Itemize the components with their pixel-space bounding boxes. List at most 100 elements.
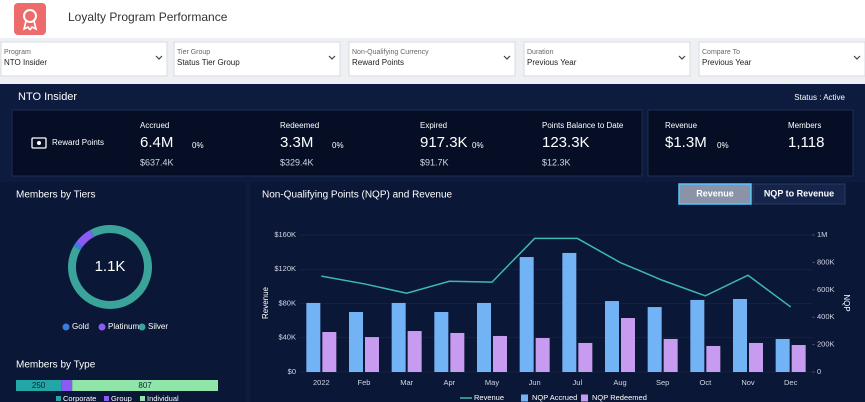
legend-swatch — [138, 323, 146, 331]
segment-label: 807 — [138, 381, 152, 390]
kpi-label: Revenue — [665, 121, 698, 130]
toggle-label: Revenue — [696, 188, 734, 198]
x-tick-label: Feb — [358, 378, 371, 387]
bar — [349, 311, 363, 372]
header-bg — [0, 0, 865, 38]
y2-tick-label: 400K — [817, 312, 835, 321]
program-status: Status : Active — [794, 93, 845, 102]
legend-swatch — [56, 396, 61, 401]
kpi-change: 0% — [192, 141, 204, 150]
combo-title: Non-Qualifying Points (NQP) and Revenue — [262, 190, 453, 201]
x-tick-label: Jul — [573, 378, 583, 387]
kpi-value: 1,118 — [788, 134, 824, 151]
toggle-button[interactable] — [752, 183, 846, 205]
filter-value: Status Tier Group — [177, 58, 240, 67]
legend-swatch — [140, 396, 145, 401]
filter-value: NTO Insider — [4, 58, 47, 67]
bar — [407, 331, 422, 372]
kpi-value: 123.3K — [542, 134, 590, 151]
bar — [690, 299, 705, 372]
x-tick-label: Jun — [529, 378, 541, 387]
filter-box[interactable] — [698, 41, 865, 77]
bar — [365, 337, 379, 372]
bar — [562, 252, 577, 372]
donut-segment — [76, 229, 95, 247]
chart-panel — [250, 182, 865, 402]
filter-chevron — [853, 55, 861, 60]
filter-box[interactable] — [348, 41, 516, 77]
legend-label: NQP Accrued — [532, 393, 577, 402]
x-tick-label: Mar — [400, 378, 413, 387]
bar — [733, 298, 747, 372]
kpi-label: Redeemed — [280, 121, 319, 130]
x-tick-label: Apr — [443, 378, 455, 387]
bar — [647, 307, 662, 372]
legend-swatch — [521, 394, 528, 402]
legend-label: Corporate — [63, 394, 96, 402]
toggle-label: NQP to Revenue — [764, 188, 834, 198]
filter-chevron — [155, 55, 163, 60]
kpi-label: Expired — [420, 121, 447, 130]
x-tick-label: Nov — [741, 378, 755, 387]
filter-label: Non-Qualifying Currency — [352, 49, 429, 56]
filter-box[interactable] — [173, 41, 341, 77]
legend-swatch — [62, 323, 70, 331]
currency-label: Reward Points — [52, 138, 104, 147]
kpi-value: 6.4M — [140, 134, 173, 151]
filter-label: Compare To — [702, 49, 740, 56]
filter-box[interactable] — [523, 41, 691, 77]
y2-tick-label: 0 — [817, 367, 821, 376]
kpi-change: 0% — [472, 141, 484, 150]
toggle-button[interactable] — [678, 183, 752, 205]
y2-axis-title: NQP — [842, 294, 851, 311]
donut-center-label: 1.1K — [95, 258, 126, 275]
kpi-panel — [11, 109, 643, 177]
x-tick-label: Sep — [656, 378, 669, 387]
legend-swatch — [581, 394, 588, 402]
legend-label: Silver — [148, 322, 168, 331]
bar — [391, 302, 406, 372]
program-name: NTO Insider — [18, 91, 77, 103]
legend-label: Gold — [72, 322, 89, 331]
stacked-segment — [61, 380, 73, 391]
y-tick-label: $0 — [288, 367, 296, 376]
x-tick-label: 2022 — [313, 378, 330, 387]
filter-chevron — [328, 55, 336, 60]
y-tick-label: $160K — [274, 230, 296, 239]
legend-label: NQP Redeemed — [592, 393, 647, 402]
kpi-label: Points Balance to Date — [542, 121, 624, 130]
filter-chevron — [503, 55, 511, 60]
segment-label: 250 — [32, 381, 46, 390]
bar — [578, 342, 593, 372]
legend-label: Group — [111, 394, 132, 402]
legend-label: Platinum — [108, 322, 139, 331]
kpi-subvalue: $637.4K — [140, 157, 174, 167]
stacked-segment — [16, 380, 62, 391]
kpi-label: Members — [788, 121, 821, 130]
kpi-subvalue: $329.4K — [280, 157, 314, 167]
legend-swatch — [98, 323, 106, 331]
app-icon — [14, 3, 46, 35]
y2-tick-label: 1M — [817, 230, 827, 239]
left-panel — [0, 182, 246, 402]
bar — [493, 335, 507, 372]
y-tick-label: $120K — [274, 264, 296, 273]
currency-icon — [31, 137, 47, 149]
icon-ribbon — [22, 20, 38, 31]
bar — [306, 302, 321, 372]
currency-icon-dot — [37, 141, 41, 145]
kpi-subvalue: $12.3K — [542, 157, 571, 167]
page-title: Loyalty Program Performance — [68, 10, 228, 24]
y2-tick-label: 800K — [817, 257, 835, 266]
legend-label: Individual — [147, 394, 179, 402]
filter-box[interactable] — [0, 41, 168, 77]
type-title: Members by Type — [16, 360, 96, 371]
bar — [519, 257, 534, 372]
bar — [775, 338, 790, 372]
kpi-change: 0% — [717, 141, 729, 150]
filter-value: Previous Year — [702, 58, 752, 67]
y-tick-label: $80K — [278, 298, 296, 307]
stacked-segment — [72, 380, 219, 391]
bar — [605, 301, 619, 372]
